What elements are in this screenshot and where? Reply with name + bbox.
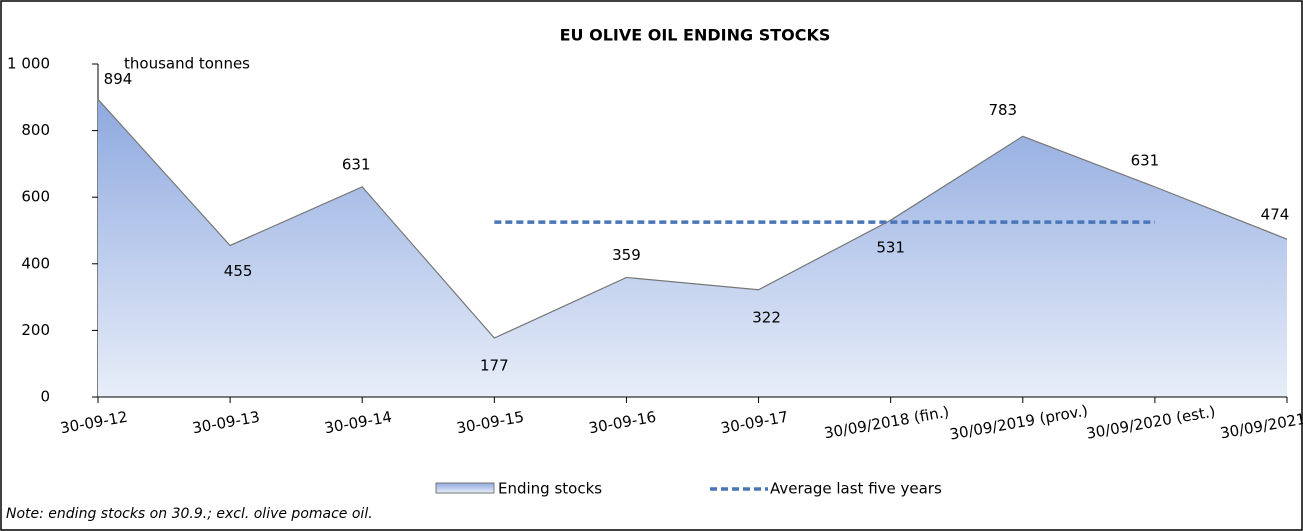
x-tick-label: 30-09-14 — [323, 408, 393, 438]
x-tick-label: 30-09-15 — [455, 408, 525, 438]
y-tick-label: 200 — [21, 321, 50, 339]
x-tick-label: 30-09-16 — [587, 408, 657, 438]
y-tick-label: 1 000 — [7, 55, 50, 73]
legend-swatch — [435, 482, 495, 494]
value-label: 177 — [480, 357, 509, 375]
area — [98, 99, 1287, 397]
value-label: 455 — [224, 262, 253, 280]
y-tick-label: 400 — [21, 254, 50, 272]
value-label: 783 — [988, 101, 1017, 119]
x-tick-label: 30/09/2021 (for.) — [1219, 403, 1303, 443]
area-line — [97, 98, 1288, 339]
legend-label: Ending stocks — [498, 480, 602, 498]
value-label: 531 — [876, 239, 905, 257]
y-tick-label: 800 — [21, 121, 50, 139]
note: Note: ending stocks on 30.9.; excl. oliv… — [6, 506, 373, 522]
x-tick-label: 30-09-13 — [191, 408, 261, 438]
x-tick-label: 30/09/2020 (est.) — [1085, 402, 1217, 442]
value-label: 631 — [1131, 151, 1160, 169]
value-label: 894 — [104, 70, 133, 88]
x-tick-label: 30-09-12 — [59, 408, 129, 438]
legend-label: Average last five years — [770, 480, 942, 498]
chart-title: EU OLIVE OIL ENDING STOCKS — [560, 26, 831, 45]
value-label: 631 — [342, 155, 371, 173]
y-tick-label: 0 — [40, 388, 50, 406]
value-label: 359 — [612, 246, 641, 264]
value-label: 474 — [1261, 206, 1290, 224]
x-tick-label: 30/09/2019 (prov.) — [948, 401, 1089, 443]
x-tick-label: 30/09/2018 (fin.) — [823, 403, 951, 443]
value-label: 322 — [752, 308, 781, 326]
y-tick-label: 600 — [21, 188, 50, 206]
x-tick-label: 30-09-17 — [719, 408, 789, 438]
y-axis-label: thousand tonnes — [124, 55, 250, 73]
